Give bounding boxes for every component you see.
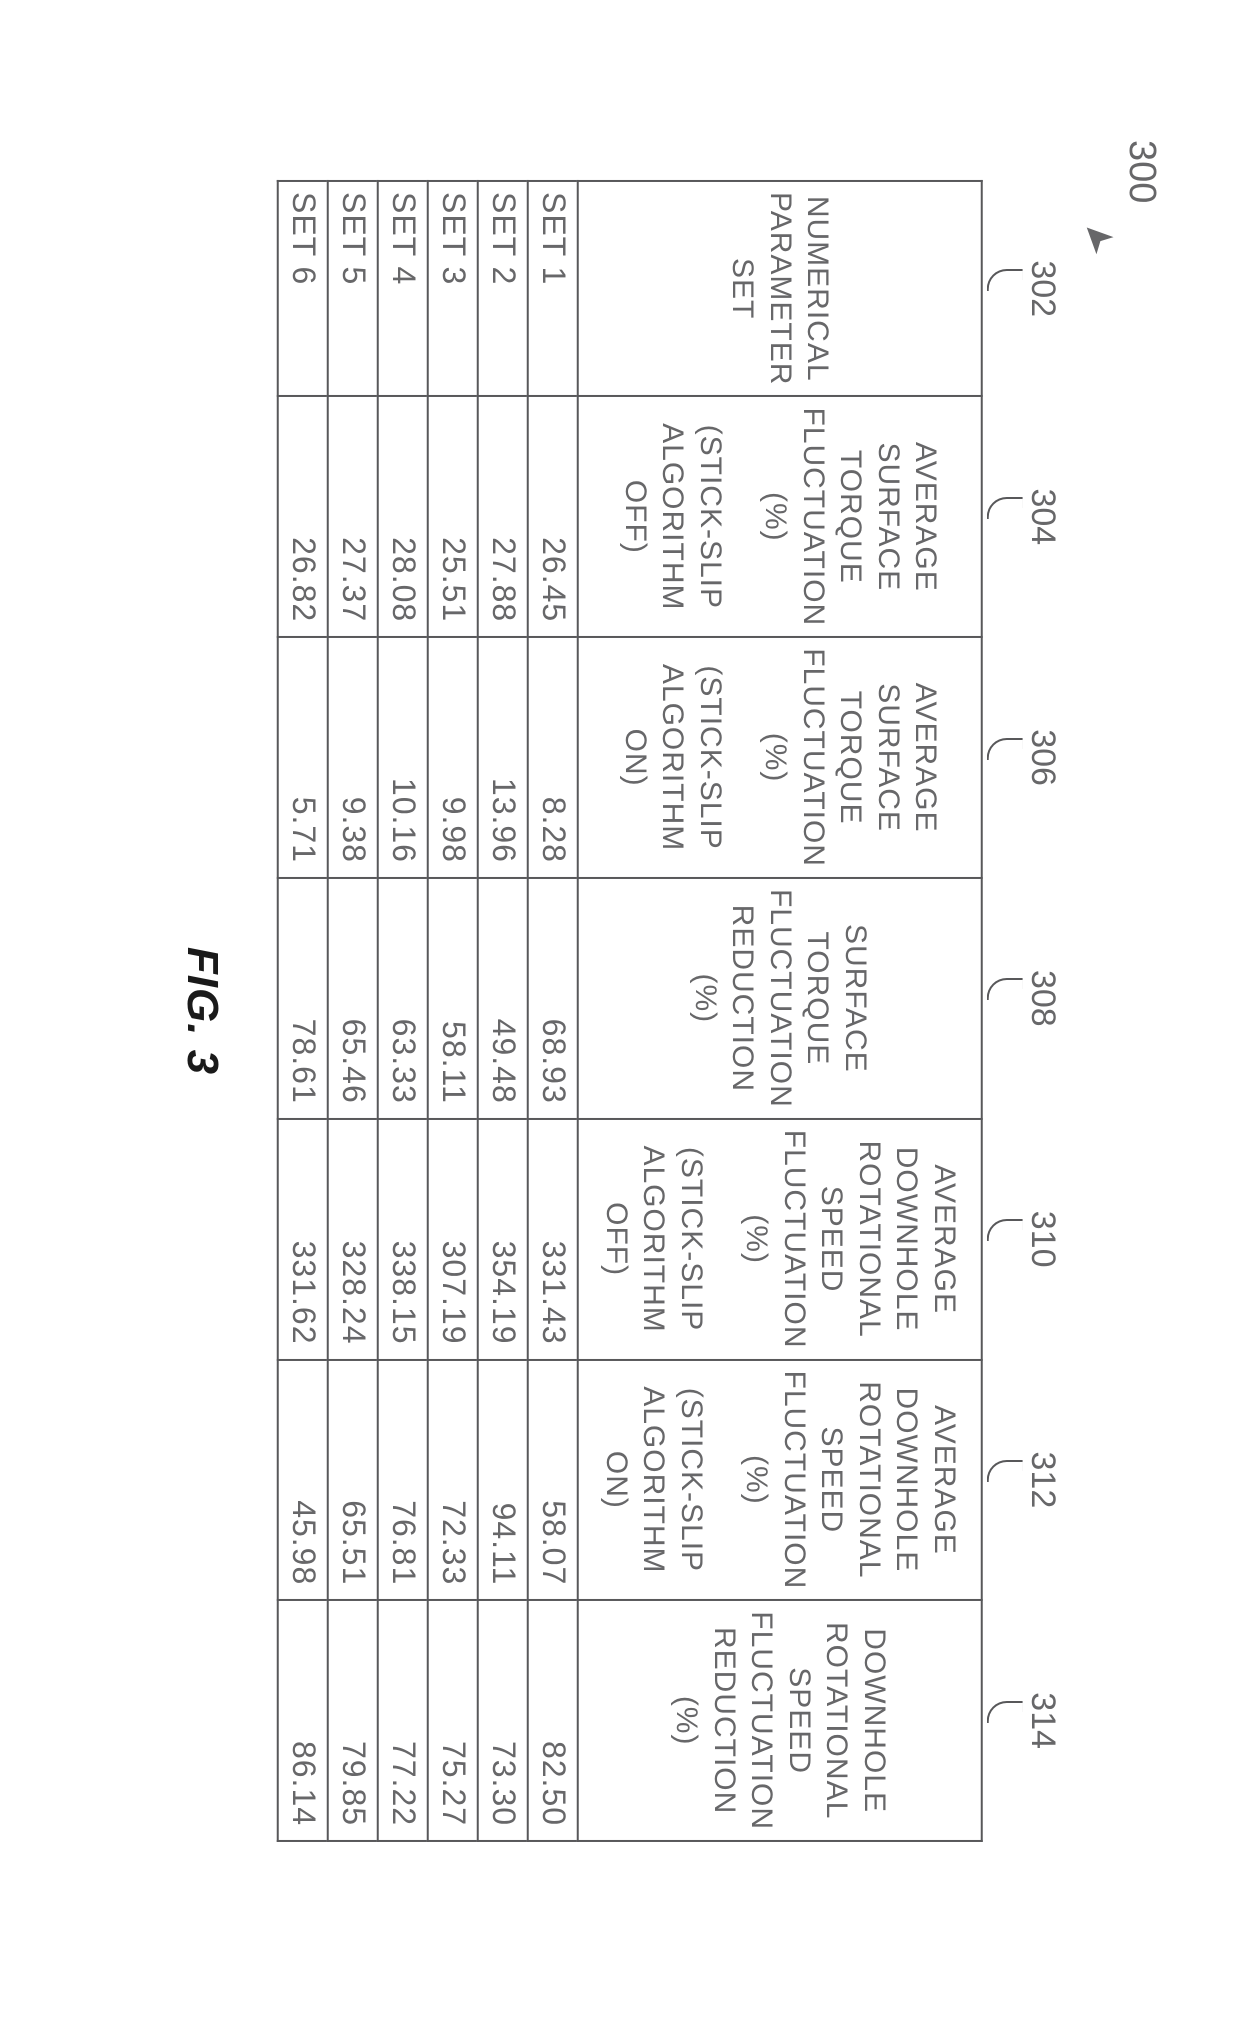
figure-ref-300-text: 300 <box>1121 140 1163 203</box>
col-ref-314: 314 <box>982 1600 1063 1841</box>
col-ref-312: 312 <box>982 1360 1063 1601</box>
row-3-cell-2: 63.33 <box>378 878 428 1119</box>
row-1-cell-4: 94.11 <box>478 1360 528 1601</box>
header-col-4: AVERAGE DOWNHOLE ROTATIONAL SPEED FLUCTU… <box>578 1119 982 1360</box>
row-4-label: SET 5 <box>328 181 378 396</box>
row-2-cell-4: 72.33 <box>428 1360 478 1601</box>
header-col-2-sub: (STICK-SLIP ALGORITHM ON) <box>616 648 729 867</box>
row-5-label: SET 6 <box>278 181 328 396</box>
header-col-6: DOWNHOLE ROTATIONAL SPEED FLUCTUATION RE… <box>578 1600 982 1841</box>
row-2-cell-5: 75.27 <box>428 1600 478 1841</box>
table-row: SET 3 25.51 9.98 58.11 307.19 72.33 75.2… <box>428 181 478 1841</box>
header-col-3-main: SURFACE TORQUE FLUCTUATION REDUCTION (%) <box>689 889 872 1108</box>
row-0-cell-5: 82.50 <box>528 1600 578 1841</box>
row-2-cell-1: 9.98 <box>428 637 478 878</box>
col-ref-310: 310 <box>982 1119 1063 1360</box>
col-ref-308: 308 <box>982 878 1063 1119</box>
row-1-label: SET 2 <box>478 181 528 396</box>
row-3-cell-3: 338.15 <box>378 1119 428 1360</box>
row-1-cell-0: 27.88 <box>478 396 528 637</box>
row-1-cell-3: 354.19 <box>478 1119 528 1360</box>
header-col-6-main: DOWNHOLE ROTATIONAL SPEED FLUCTUATION RE… <box>670 1611 891 1830</box>
row-4-cell-5: 79.85 <box>328 1600 378 1841</box>
lead-line-icon <box>987 1219 1023 1259</box>
row-3-cell-0: 28.08 <box>378 396 428 637</box>
header-col-5-main: AVERAGE DOWNHOLE ROTATIONAL SPEED FLUCTU… <box>740 1371 961 1590</box>
figure-caption: FIG. 3 <box>177 180 227 1842</box>
figure-ref-300-arrow-icon: ➤ <box>1069 211 1123 265</box>
row-0-cell-1: 8.28 <box>528 637 578 878</box>
row-0-cell-4: 58.07 <box>528 1360 578 1601</box>
row-0-label: SET 1 <box>528 181 578 396</box>
row-5-cell-3: 331.62 <box>278 1119 328 1360</box>
row-2-cell-0: 25.51 <box>428 396 478 637</box>
col-ref-304: 304 <box>982 396 1063 637</box>
data-table: 302 304 306 308 310 312 <box>277 180 1063 1842</box>
row-5-cell-5: 86.14 <box>278 1600 328 1841</box>
header-col-1: AVERAGE SURFACE TORQUE FLUCTUATION (%) (… <box>578 396 982 637</box>
row-0-cell-0: 26.45 <box>528 396 578 637</box>
col-ref-310-text: 310 <box>1024 1211 1062 1268</box>
header-col-0: NUMERICAL PARAMETER SET <box>578 181 982 396</box>
lead-line-icon <box>987 1460 1023 1500</box>
row-5-cell-1: 5.71 <box>278 637 328 878</box>
header-col-2: AVERAGE SURFACE TORQUE FLUCTUATION (%) (… <box>578 637 982 878</box>
row-3-label: SET 4 <box>378 181 428 396</box>
row-5-cell-4: 45.98 <box>278 1360 328 1601</box>
table-header-row: NUMERICAL PARAMETER SET AVERAGE SURFACE … <box>578 181 982 1841</box>
header-col-3: SURFACE TORQUE FLUCTUATION REDUCTION (%) <box>578 878 982 1119</box>
header-col-4-main: AVERAGE DOWNHOLE ROTATIONAL SPEED FLUCTU… <box>740 1130 961 1349</box>
header-col-5: AVERAGE DOWNHOLE ROTATIONAL SPEED FLUCTU… <box>578 1360 982 1601</box>
col-ref-302: 302 <box>982 181 1063 396</box>
header-col-1-main: AVERAGE SURFACE TORQUE FLUCTUATION (%) <box>759 407 942 626</box>
row-4-cell-0: 27.37 <box>328 396 378 637</box>
col-ref-306-text: 306 <box>1024 729 1062 786</box>
col-ref-302-text: 302 <box>1024 260 1062 317</box>
header-col-5-sub: (STICK-SLIP ALGORITHM ON) <box>597 1371 710 1590</box>
row-0-cell-2: 68.93 <box>528 878 578 1119</box>
row-2-label: SET 3 <box>428 181 478 396</box>
row-4-cell-1: 9.38 <box>328 637 378 878</box>
col-ref-308-text: 308 <box>1024 970 1062 1027</box>
row-3-cell-5: 77.22 <box>378 1600 428 1841</box>
lead-line-icon <box>987 497 1023 537</box>
header-col-1-sub: (STICK-SLIP ALGORITHM OFF) <box>616 407 729 626</box>
lead-line-icon <box>987 1701 1023 1741</box>
header-col-2-main: AVERAGE SURFACE TORQUE FLUCTUATION (%) <box>759 648 942 867</box>
col-ref-312-text: 312 <box>1024 1452 1062 1509</box>
table-row: SET 4 28.08 10.16 63.33 338.15 76.81 77.… <box>378 181 428 1841</box>
lead-line-icon <box>987 738 1023 778</box>
row-1-cell-2: 49.48 <box>478 878 528 1119</box>
row-2-cell-2: 58.11 <box>428 878 478 1119</box>
row-3-cell-4: 76.81 <box>378 1360 428 1601</box>
row-1-cell-5: 73.30 <box>478 1600 528 1841</box>
lead-line-icon <box>987 978 1023 1018</box>
row-3-cell-1: 10.16 <box>378 637 428 878</box>
row-4-cell-2: 65.46 <box>328 878 378 1119</box>
row-4-cell-4: 65.51 <box>328 1360 378 1601</box>
table-row: SET 6 26.82 5.71 78.61 331.62 45.98 86.1… <box>278 181 328 1841</box>
figure-ref-300: 300 <box>1120 140 1163 203</box>
col-ref-306: 306 <box>982 637 1063 878</box>
column-ref-labels-row: 302 304 306 308 310 312 <box>982 181 1063 1841</box>
row-1-cell-1: 13.96 <box>478 637 528 878</box>
row-0-cell-3: 331.43 <box>528 1119 578 1360</box>
figure-3-wrapper: 300 ➤ 302 304 306 308 310 <box>177 180 1063 1842</box>
row-2-cell-3: 307.19 <box>428 1119 478 1360</box>
row-4-cell-3: 328.24 <box>328 1119 378 1360</box>
table-row: SET 1 26.45 8.28 68.93 331.43 58.07 82.5… <box>528 181 578 1841</box>
header-col-4-sub: (STICK-SLIP ALGORITHM OFF) <box>597 1130 710 1349</box>
lead-line-icon <box>987 269 1023 309</box>
col-ref-314-text: 314 <box>1024 1692 1062 1749</box>
row-5-cell-0: 26.82 <box>278 396 328 637</box>
row-5-cell-2: 78.61 <box>278 878 328 1119</box>
table-row: SET 5 27.37 9.38 65.46 328.24 65.51 79.8… <box>328 181 378 1841</box>
table-row: SET 2 27.88 13.96 49.48 354.19 94.11 73.… <box>478 181 528 1841</box>
col-ref-304-text: 304 <box>1024 488 1062 545</box>
header-col-0-main: NUMERICAL PARAMETER SET <box>726 192 834 385</box>
